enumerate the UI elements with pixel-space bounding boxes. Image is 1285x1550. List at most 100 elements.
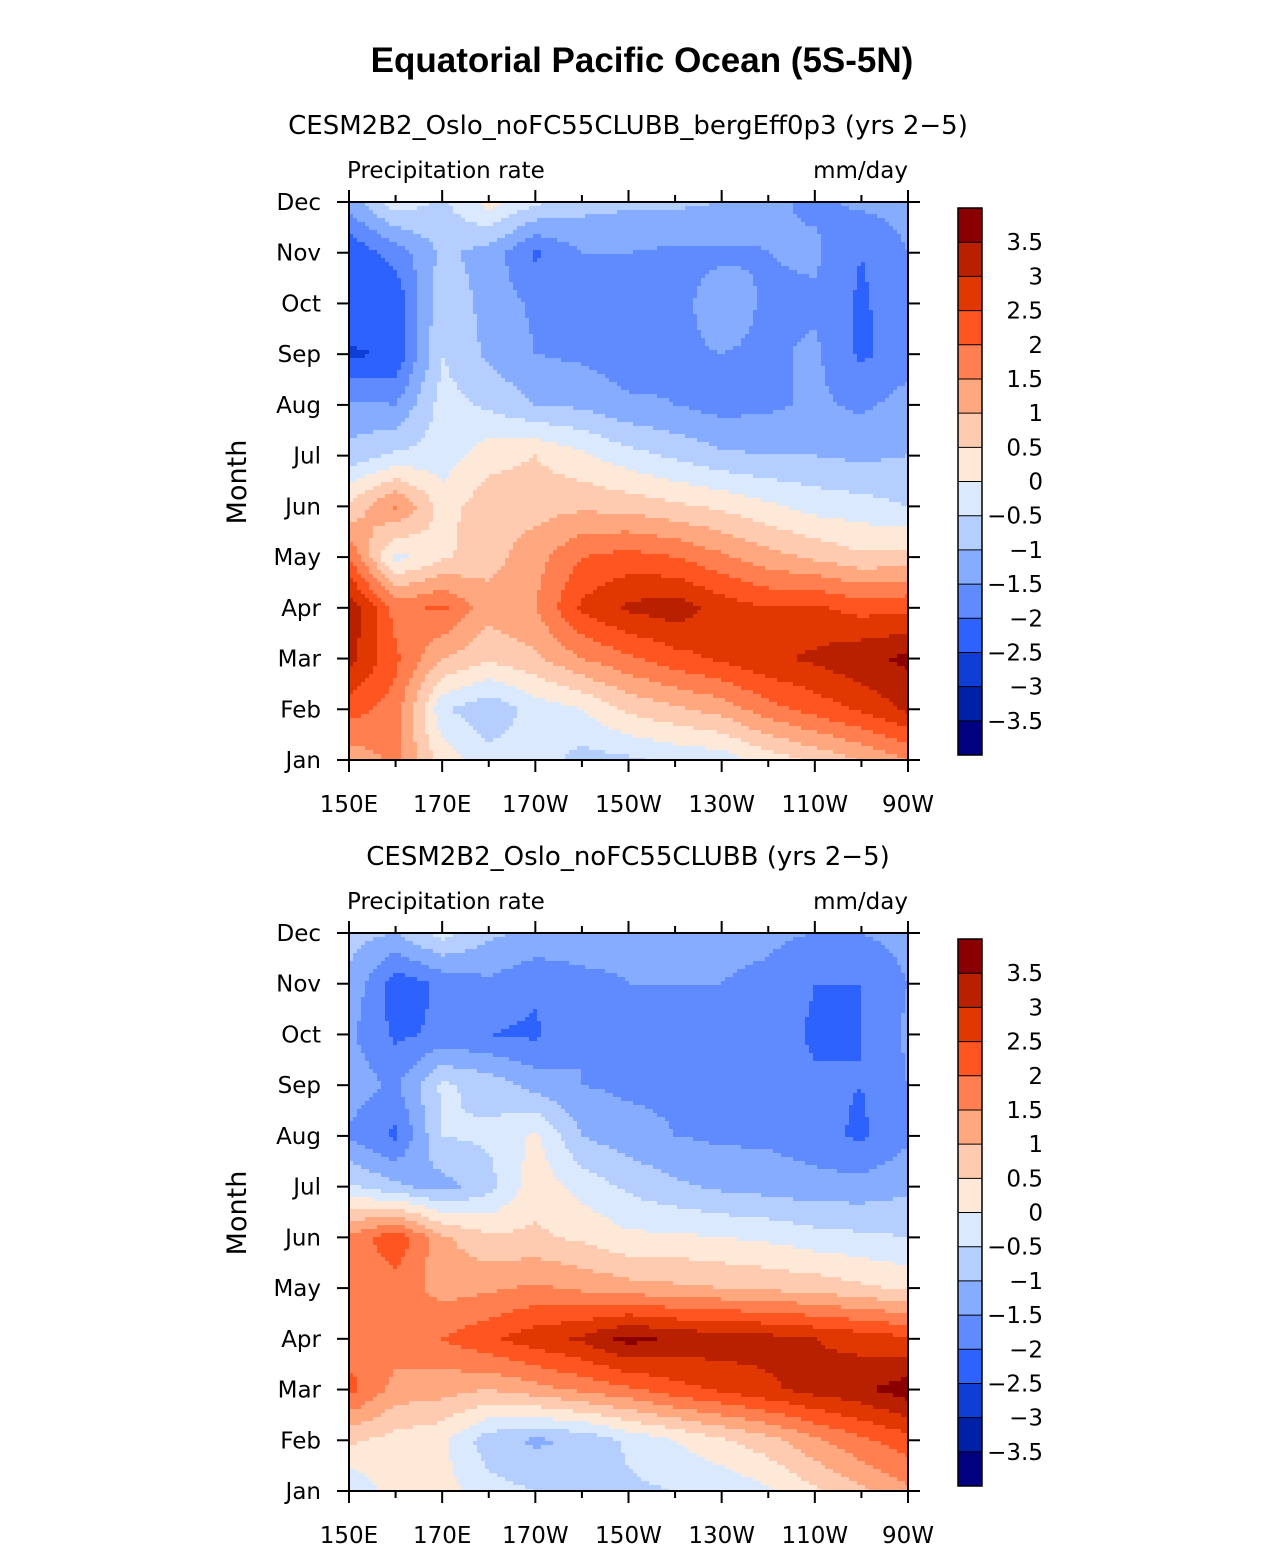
contour-cell (845, 1133, 870, 1138)
contour-cell (489, 242, 518, 247)
contour-cell (449, 370, 498, 375)
contour-cell (537, 598, 562, 603)
contour-cell (349, 710, 370, 715)
contour-cell (521, 1377, 594, 1382)
contour-cell (521, 1161, 550, 1166)
contour-cell (481, 406, 574, 411)
y-tick-label: Nov (276, 972, 321, 998)
contour-cell (369, 1061, 418, 1066)
contour-cell (857, 1417, 909, 1422)
contour-cell (393, 582, 410, 587)
contour-cell (741, 1309, 886, 1314)
contour-cell (497, 570, 546, 575)
contour-cell (501, 218, 538, 223)
contour-cell (365, 490, 394, 495)
contour-cell (509, 266, 718, 271)
contour-cell (541, 234, 822, 239)
contour-cell (505, 262, 782, 267)
contour-cell (505, 1077, 582, 1082)
contour-cell (605, 750, 730, 755)
contour-cell (449, 1453, 482, 1458)
contour-cell (733, 534, 806, 539)
contour-cell (709, 270, 750, 275)
contour-cell (365, 1473, 454, 1478)
contour-cell (349, 374, 398, 379)
variable-label: Precipitation rate (347, 889, 545, 915)
contour-cell (817, 274, 858, 279)
contour-cell (397, 426, 430, 431)
contour-cell (537, 218, 802, 223)
contour-cell (753, 582, 909, 587)
contour-cell (425, 710, 434, 715)
contour-cell (545, 1349, 606, 1354)
contour-cell (537, 606, 558, 611)
contour-cell (433, 1161, 494, 1166)
contour-cell (621, 1417, 682, 1422)
contour-cell (809, 1005, 862, 1010)
contour-cell (433, 638, 474, 643)
contour-cell (557, 1177, 606, 1182)
contour-cell (641, 1161, 806, 1166)
contour-cell (433, 298, 474, 303)
contour-cell (457, 534, 522, 539)
contour-cell (569, 686, 618, 691)
contour-cell (789, 506, 909, 511)
contour-cell (409, 498, 430, 503)
contour-cell (573, 1409, 638, 1414)
contour-cell (349, 953, 354, 958)
contour-cell (725, 510, 802, 515)
contour-cell (425, 1269, 594, 1274)
contour-cell (381, 1085, 402, 1090)
contour-cell (813, 662, 898, 667)
contour-cell (629, 390, 794, 395)
contour-cell (865, 1485, 909, 1490)
contour-cell (369, 1097, 406, 1102)
contour-cell (433, 402, 474, 407)
contour-cell (429, 1241, 458, 1246)
contour-cell (577, 1197, 642, 1202)
contour-cell (709, 442, 909, 447)
contour-cell (725, 594, 846, 599)
contour-cell (629, 981, 722, 986)
contour-cell (429, 1245, 458, 1250)
contour-cell (509, 278, 702, 283)
contour-cell (417, 666, 434, 671)
contour-cell (429, 1137, 458, 1142)
contour-cell (581, 1289, 782, 1294)
contour-cell (573, 570, 718, 575)
y-tick-label: Jul (291, 444, 321, 470)
contour-cell (817, 730, 874, 735)
contour-cell (545, 658, 586, 663)
contour-cell (625, 602, 694, 607)
contour-cell (865, 262, 909, 267)
contour-cell (429, 354, 482, 359)
contour-cell (417, 662, 438, 667)
contour-cell (389, 222, 478, 227)
contour-cell (349, 1153, 382, 1158)
contour-cell (625, 1341, 638, 1346)
contour-cell (717, 730, 762, 735)
contour-cell (349, 1165, 362, 1170)
contour-cell (905, 1077, 909, 1082)
contour-cell (433, 274, 470, 279)
contour-cell (861, 993, 906, 998)
contour-cell (793, 378, 826, 383)
contour-cell (813, 1325, 909, 1330)
contour-cell (869, 1437, 909, 1442)
contour-cell (417, 278, 434, 283)
contour-cell (377, 1089, 402, 1094)
contour-cell (841, 1277, 909, 1282)
contour-cell (841, 202, 909, 207)
colorbar-label: −1 (1009, 538, 1043, 564)
contour-cell (385, 985, 430, 990)
contour-cell (469, 602, 538, 607)
contour-cell (817, 334, 854, 339)
contour-cell (449, 1445, 478, 1450)
contour-cell (837, 542, 909, 547)
contour-cell (809, 1049, 862, 1054)
contour-cell (569, 622, 606, 627)
contour-cell (417, 754, 434, 759)
contour-cell (777, 1461, 822, 1466)
x-tick-label: 130W (688, 792, 755, 818)
contour-cell (365, 594, 378, 599)
